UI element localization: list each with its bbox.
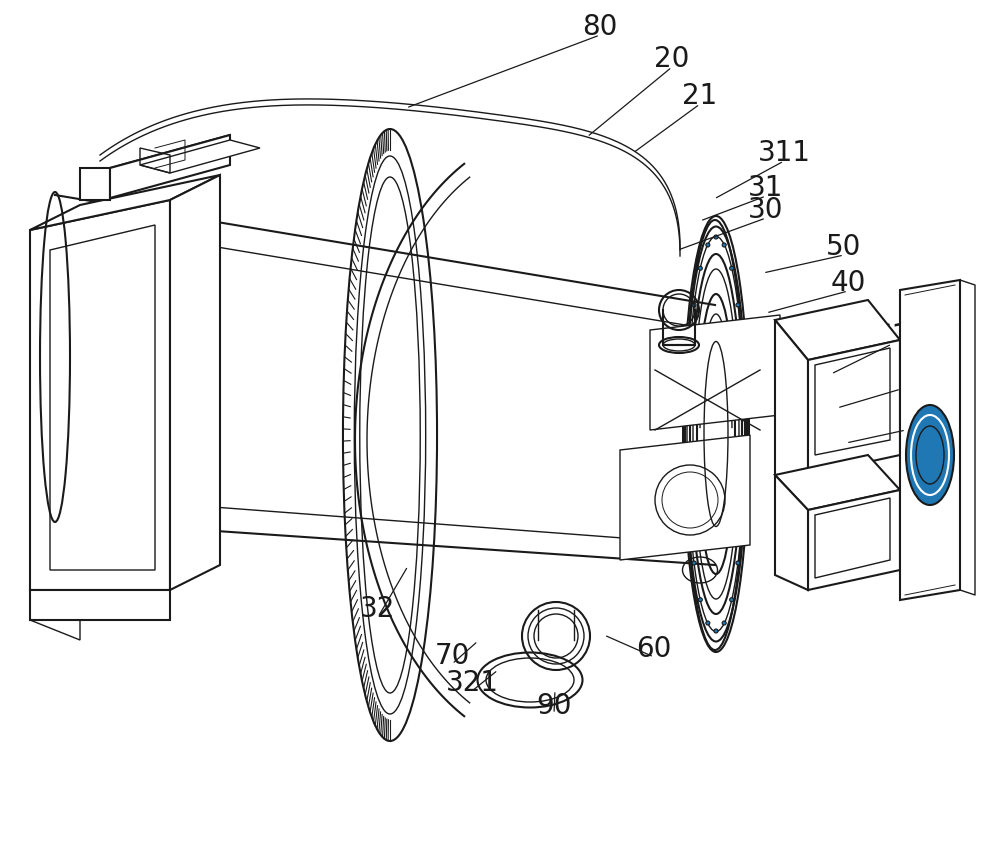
Text: 90: 90 bbox=[536, 692, 572, 720]
Text: 70: 70 bbox=[434, 642, 470, 670]
Polygon shape bbox=[808, 340, 900, 475]
Ellipse shape bbox=[722, 621, 726, 625]
Polygon shape bbox=[80, 135, 230, 200]
Text: 31: 31 bbox=[748, 174, 784, 202]
Ellipse shape bbox=[740, 351, 744, 354]
Ellipse shape bbox=[698, 598, 702, 602]
Ellipse shape bbox=[685, 460, 689, 464]
Polygon shape bbox=[110, 135, 230, 198]
Text: 60: 60 bbox=[636, 635, 672, 663]
Polygon shape bbox=[620, 435, 750, 560]
Ellipse shape bbox=[743, 460, 747, 464]
Text: 62: 62 bbox=[888, 408, 924, 436]
Text: 30: 30 bbox=[748, 196, 784, 224]
Ellipse shape bbox=[730, 598, 734, 602]
Text: 311: 311 bbox=[758, 139, 810, 167]
Polygon shape bbox=[775, 300, 900, 360]
Text: 21: 21 bbox=[682, 82, 718, 110]
Polygon shape bbox=[808, 490, 900, 590]
Text: 32: 32 bbox=[360, 595, 396, 623]
Ellipse shape bbox=[906, 405, 954, 505]
Polygon shape bbox=[650, 315, 780, 430]
Ellipse shape bbox=[692, 303, 696, 307]
Ellipse shape bbox=[730, 266, 734, 270]
Ellipse shape bbox=[688, 514, 692, 518]
Polygon shape bbox=[900, 280, 960, 600]
Ellipse shape bbox=[685, 404, 689, 408]
Polygon shape bbox=[80, 168, 110, 200]
Ellipse shape bbox=[722, 243, 726, 247]
Ellipse shape bbox=[911, 415, 949, 495]
Text: 321: 321 bbox=[446, 669, 498, 697]
Ellipse shape bbox=[688, 351, 692, 354]
Polygon shape bbox=[30, 175, 220, 230]
Polygon shape bbox=[775, 455, 900, 510]
Ellipse shape bbox=[692, 561, 696, 565]
Text: 40: 40 bbox=[830, 269, 866, 297]
Polygon shape bbox=[30, 590, 170, 620]
Ellipse shape bbox=[714, 629, 718, 633]
Text: 50: 50 bbox=[826, 233, 862, 261]
Ellipse shape bbox=[706, 243, 710, 247]
Ellipse shape bbox=[736, 561, 740, 565]
Polygon shape bbox=[170, 175, 220, 590]
Ellipse shape bbox=[706, 621, 710, 625]
Ellipse shape bbox=[743, 404, 747, 408]
Polygon shape bbox=[775, 475, 808, 590]
Polygon shape bbox=[140, 140, 260, 173]
Ellipse shape bbox=[740, 514, 744, 518]
Text: 61: 61 bbox=[874, 322, 910, 350]
Ellipse shape bbox=[698, 266, 702, 270]
Text: 80: 80 bbox=[582, 13, 618, 41]
Ellipse shape bbox=[714, 235, 718, 239]
Polygon shape bbox=[30, 200, 170, 590]
Polygon shape bbox=[775, 320, 808, 475]
Text: 20: 20 bbox=[654, 45, 690, 73]
Text: 6: 6 bbox=[892, 367, 910, 395]
Ellipse shape bbox=[736, 303, 740, 307]
